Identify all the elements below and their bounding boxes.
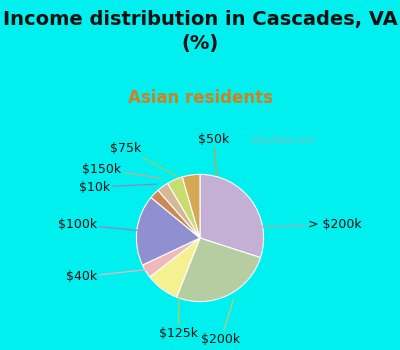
Wedge shape — [151, 190, 200, 238]
Text: Asian residents: Asian residents — [128, 89, 272, 107]
Text: $100k: $100k — [58, 218, 139, 231]
Text: $50k: $50k — [198, 133, 229, 175]
Text: > $200k: > $200k — [261, 218, 362, 231]
Text: City-Data.com: City-Data.com — [251, 136, 315, 145]
Wedge shape — [200, 174, 264, 258]
Text: $150k: $150k — [82, 163, 161, 178]
Wedge shape — [168, 177, 200, 238]
Wedge shape — [142, 238, 200, 277]
Text: $75k: $75k — [110, 142, 178, 177]
Text: Income distribution in Cascades, VA
(%): Income distribution in Cascades, VA (%) — [3, 10, 397, 53]
Wedge shape — [136, 197, 200, 265]
Wedge shape — [158, 183, 200, 238]
Text: $200k: $200k — [201, 299, 240, 345]
Text: $125k: $125k — [159, 298, 198, 340]
Wedge shape — [150, 238, 200, 297]
Wedge shape — [176, 238, 260, 302]
Text: $40k: $40k — [66, 270, 148, 284]
Wedge shape — [182, 174, 200, 238]
Text: $10k: $10k — [79, 181, 157, 194]
